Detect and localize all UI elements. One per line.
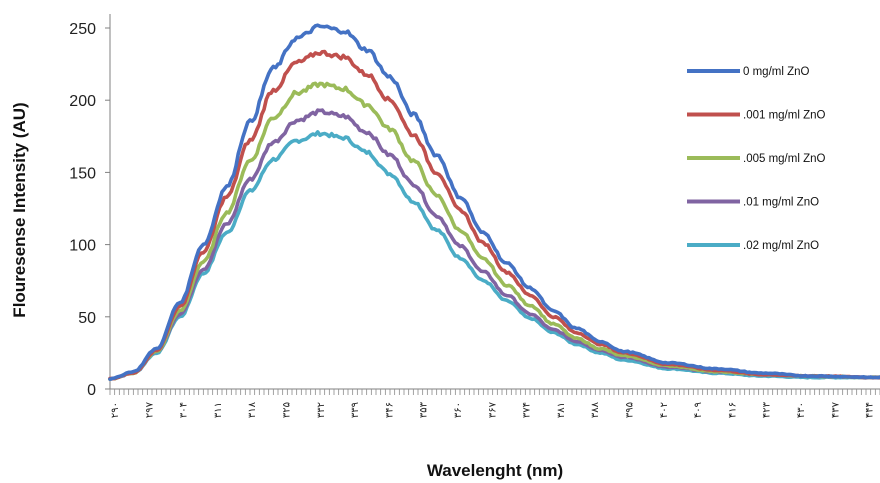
x-tick-label: ۴۰۲ [659,402,670,418]
x-axis-ticks: ۲۹۰ ۲۹۷ ۳۰۴ ۳۱۱ ۳۱۸ ۳۲۵ ۳۳۲ ۳۳۹ ۳۴۶ ۳۵۳ ۳۶۰ ۳۶۷ ۳۷۴ ۳… [109,388,880,418]
x-tick-label: ۳۱۸ [247,401,258,418]
x-tick-label: ۳۶۷ [487,401,498,418]
x-tick-label: ۳۶۰ [453,402,464,418]
y-axis-ticks: 0 50 100 150 200 250 [69,14,111,399]
y-tick-label: 100 [69,238,96,255]
legend-label: .001 mg/ml ZnO [743,110,825,122]
x-tick-label: ۳۴۶ [384,402,395,418]
x-tick-label: ۳۰۴ [179,402,190,418]
x-tick-label: ۴۴۴ [865,402,876,418]
x-tick-label: ۳۳۹ [350,402,361,418]
series-line [108,23,880,382]
x-tick-label: ۳۸۱ [556,402,567,418]
x-tick-label: ۴۰۹ [693,402,704,418]
x-tick-label: ۴۲۳ [762,401,773,418]
x-tick-label: ۳۷۴ [522,402,533,418]
x-tick-label: ۳۹۵ [625,402,636,418]
y-tick-label: 200 [69,93,96,110]
legend-label: .005 mg/ml ZnO [743,153,825,165]
x-tick-label: ۴۳۷ [830,401,841,418]
legend: 0 mg/ml ZnO .001 mg/ml ZnO .005 mg/ml ZnO.… [687,66,825,252]
y-tick-label: 50 [78,310,96,327]
x-tick-label: ۳۸۸ [590,401,601,418]
legend-label: .02 mg/ml ZnO [743,240,819,252]
y-axis-title: Flouresense Intensity (AU) [10,102,29,317]
x-tick-label: ۴۱۶ [727,402,738,418]
legend-label: 0 mg/ml ZnO [743,66,810,78]
x-axis-title: Wavelenght (nm) [427,461,563,480]
x-tick-label: ۲۹۰ [110,402,121,418]
y-tick-label: 150 [69,165,96,182]
y-tick-label: 0 [87,382,96,399]
legend-label: .01 mg/ml ZnO [743,197,819,209]
x-tick-label: ۳۲۵ [282,402,293,418]
series-lines [108,23,880,382]
x-tick-label: ۳۳۲ [316,402,327,418]
y-tick-label: 250 [69,21,96,38]
x-tick-label: ۴۳۰ [796,402,807,418]
x-tick-label: ۲۹۷ [144,401,155,418]
x-tick-label: ۳۱۱ [213,402,224,418]
x-tick-label: ۳۵۳ [419,401,430,418]
